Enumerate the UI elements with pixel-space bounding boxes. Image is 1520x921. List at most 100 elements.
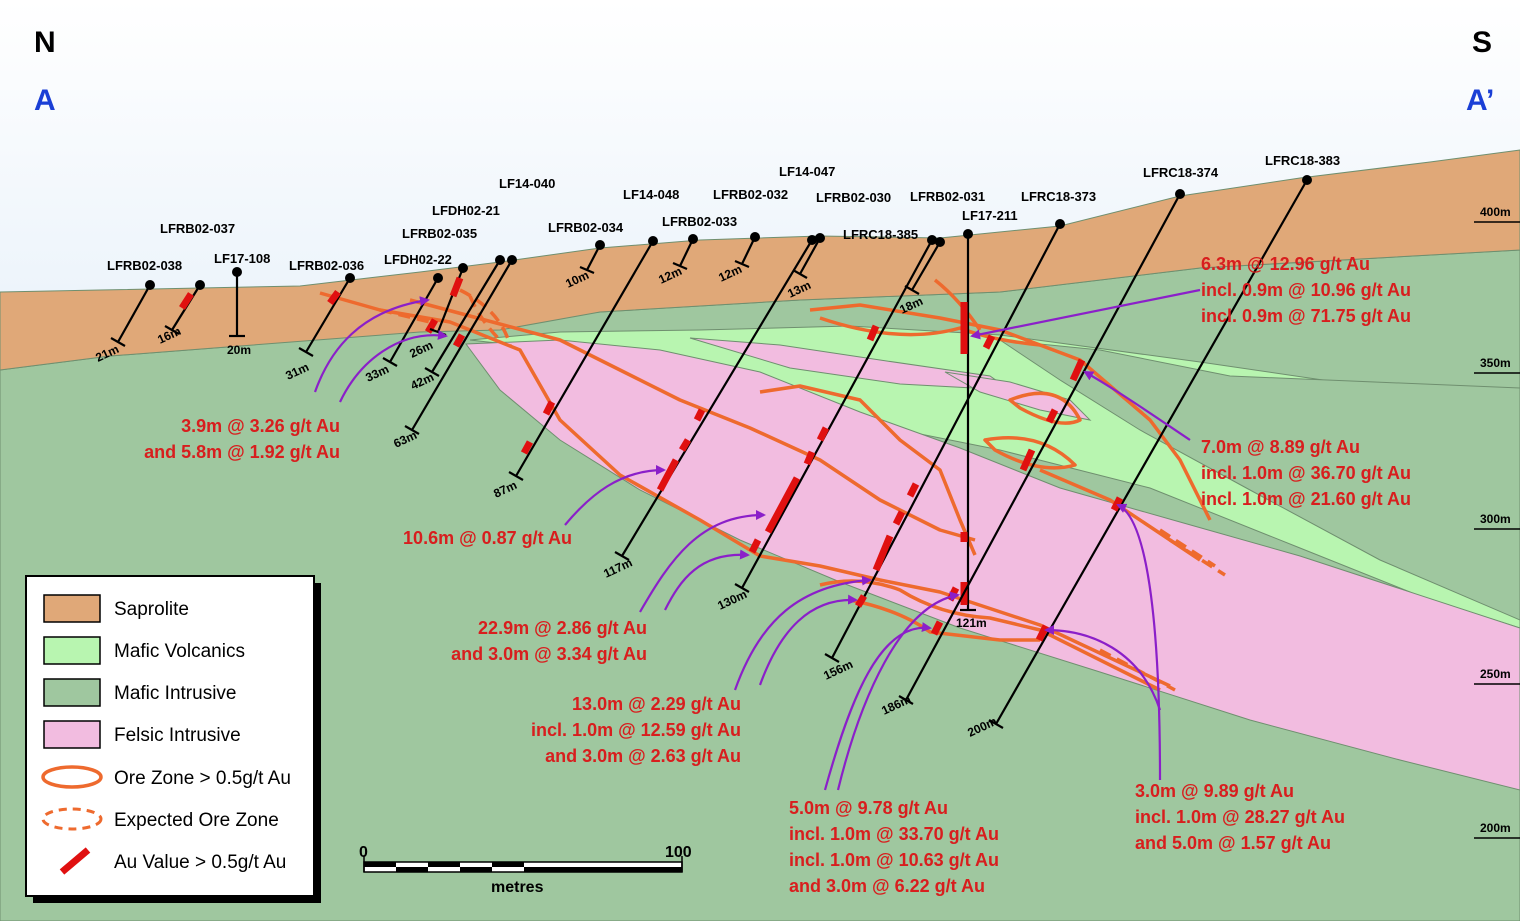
au-value-mark (449, 276, 464, 298)
au-value-mark (520, 440, 534, 455)
drillhole-trace (911, 241, 941, 291)
drillhole-collar (927, 235, 937, 245)
ore-zone (933, 278, 982, 331)
drillhole-trace (305, 277, 351, 353)
intercept-line: incl. 1.0m @ 33.70 g/t Au (789, 824, 999, 844)
drillhole-label: LF14-047 (779, 164, 835, 179)
legend: Saprolite Mafic Volcanics Mafic Intrusiv… (25, 575, 321, 903)
leader-arrow (639, 510, 766, 613)
ore-zone (819, 579, 1161, 692)
au-value-mark (179, 292, 194, 310)
drillhole-collar (458, 263, 468, 273)
drillhole-collar (345, 273, 355, 283)
ore-zone (1008, 391, 1082, 425)
leader-arrow (970, 288, 1201, 340)
drillhole-label: LFRB02-037 (160, 221, 235, 236)
expected-ore-zone (379, 308, 431, 324)
drillhole-label: LFRB02-036 (289, 258, 364, 273)
elevation-label: 350m (1480, 356, 1511, 370)
legend-label: Felsic Intrusive (114, 725, 241, 746)
drillhole-trace (515, 240, 654, 477)
section-start-label: A (34, 84, 56, 117)
scale-bar: 0 100 metres (359, 844, 692, 896)
drillhole-collar (688, 234, 698, 244)
au-value-mark (1045, 408, 1059, 424)
au-value-mark (678, 438, 692, 452)
au-value-mark (930, 620, 944, 636)
intercept-line: incl. 1.0m @ 12.59 g/t Au (531, 720, 741, 740)
drillhole-collar (433, 273, 443, 283)
north-label: N (34, 26, 56, 59)
drillhole-collar (595, 240, 605, 250)
au-value-mark (693, 408, 706, 422)
au-value-mark (748, 538, 762, 554)
au-value-mark (424, 318, 439, 334)
drillhole-label: LFRB02-035 (402, 226, 477, 241)
leader-arrow (1044, 625, 1162, 711)
legend-label: Mafic Volcanics (114, 641, 245, 662)
drillhole-label: LFDH02-21 (432, 203, 500, 218)
intercept-line: and 5.8m @ 1.92 g/t Au (144, 442, 340, 462)
drillhole-trace (741, 239, 933, 589)
intercept-line: 22.9m @ 2.86 g/t Au (478, 618, 647, 638)
intercept-line: and 3.0m @ 3.34 g/t Au (451, 644, 647, 664)
intercept-line: 7.0m @ 8.89 g/t Au (1201, 437, 1360, 457)
au-value-mark (1019, 448, 1036, 472)
legend-swatch-mafic-volcanics (43, 636, 101, 665)
drillhole-collar (648, 236, 658, 246)
elevation-label: 300m (1480, 512, 1511, 526)
au-value-mark (872, 534, 894, 572)
direction-labels: N A S A’ (34, 26, 1494, 117)
ore-zone (819, 316, 1041, 347)
expected-ore-zone (468, 295, 502, 342)
intercept-annotation: 10.6m @ 0.87 g/t Au (403, 528, 572, 548)
au-value-mark (892, 510, 906, 526)
drillhole-trace (431, 259, 501, 373)
ore-zone (983, 436, 1077, 470)
intercept-line: 10.6m @ 0.87 g/t Au (403, 528, 572, 548)
au-value-mark (803, 450, 816, 466)
intercept-leaders (313, 288, 1201, 791)
intercept-line: 6.3m @ 12.96 g/t Au (1201, 254, 1370, 274)
scale-unit-label: metres (491, 879, 544, 896)
drillhole-label: LF17-108 (214, 251, 270, 266)
drillhole-label: LFRB02-030 (816, 190, 891, 205)
drillhole-collar (232, 267, 242, 277)
intercept-line: and 3.0m @ 6.22 g/t Au (789, 876, 985, 896)
leader-arrow (733, 575, 872, 691)
intercept-annotation: 7.0m @ 8.89 g/t Au incl. 1.0m @ 36.70 g/… (1201, 437, 1411, 509)
elevation-axis: 400m 350m 300m 250m 200m (1474, 205, 1520, 839)
drillhole-label: LFRB02-031 (910, 189, 985, 204)
legend-label: Ore Zone > 0.5g/t Au (114, 768, 291, 789)
elevation-label: 200m (1480, 821, 1511, 835)
ore-zone (1039, 468, 1201, 562)
drillhole-trace (389, 277, 439, 363)
drillhole-collar (145, 280, 155, 290)
ore-zone (409, 298, 976, 542)
drillhole-label: LFRC18-374 (1143, 165, 1219, 180)
drillhole-collar (1175, 189, 1185, 199)
au-value-mark (327, 289, 341, 306)
drillhole-label: LFRB02-032 (713, 187, 788, 202)
drillhole-label: LFRB02-033 (662, 214, 737, 229)
leader-arrow (758, 594, 858, 686)
intercept-annotation: 3.0m @ 9.89 g/t Au incl. 1.0m @ 28.27 g/… (1135, 781, 1345, 853)
intercept-annotation: 22.9m @ 2.86 g/t Au and 3.0m @ 3.34 g/t … (451, 618, 647, 664)
elevation-label: 250m (1480, 667, 1511, 681)
drillhole-label: LFRC18-385 (843, 227, 918, 242)
drillhole-collar (1302, 175, 1312, 185)
leader-arrow (564, 465, 666, 526)
intercept-line: and 3.0m @ 2.63 g/t Au (545, 746, 741, 766)
intercept-annotation: 6.3m @ 12.96 g/t Au incl. 0.9m @ 10.96 g… (1201, 254, 1411, 326)
legend-label: Expected Ore Zone (114, 810, 279, 831)
ore-zone (759, 384, 977, 556)
drillhole-label: LFRC18-383 (1265, 153, 1340, 168)
scale-start-label: 0 (359, 844, 368, 861)
scale-end-label: 100 (665, 844, 692, 861)
legend-swatch-mafic-intrusive (43, 678, 101, 707)
drillhole-trace (117, 284, 151, 343)
drillhole-trace (799, 237, 821, 275)
legend-label: Saprolite (114, 599, 189, 620)
